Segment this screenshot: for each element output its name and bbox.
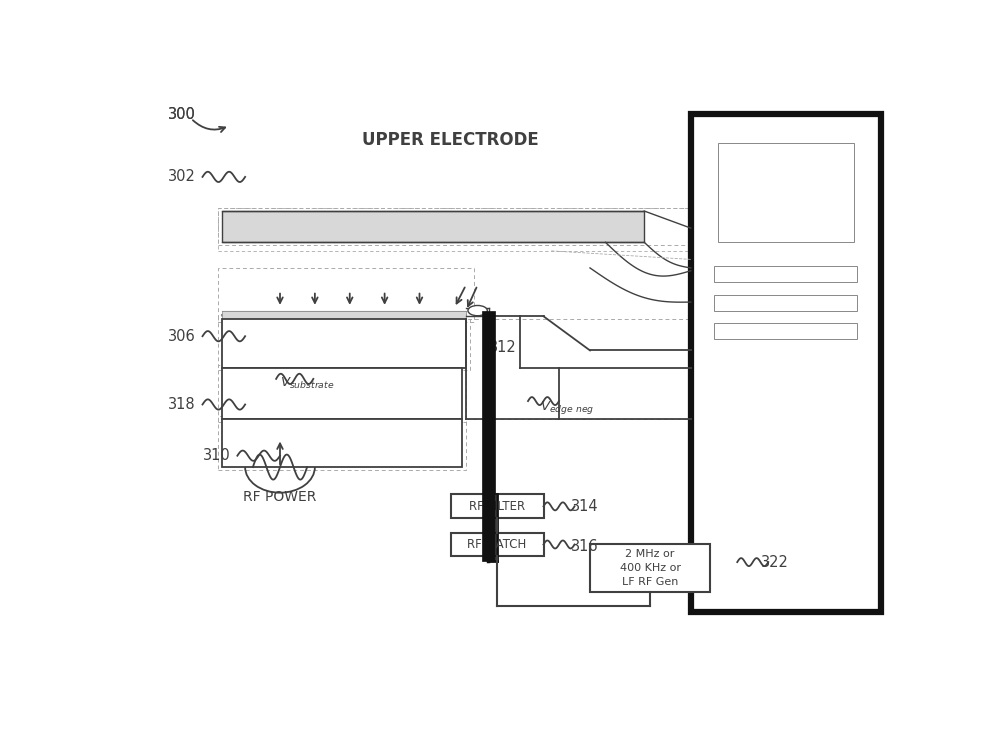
Text: 314: 314: [571, 500, 598, 514]
Bar: [590, 544, 710, 592]
Text: 300: 300: [168, 107, 196, 122]
Text: 2 MHz or
400 KHz or
LF RF Gen: 2 MHz or 400 KHz or LF RF Gen: [620, 549, 681, 587]
Text: RF FILTER: RF FILTER: [469, 500, 525, 513]
Bar: [450, 494, 544, 518]
Bar: [710, 263, 861, 285]
Bar: [218, 364, 466, 421]
Text: RF MATCH: RF MATCH: [467, 538, 527, 551]
Bar: [710, 292, 861, 313]
Bar: [218, 208, 691, 251]
Bar: [714, 266, 857, 282]
Text: 302: 302: [168, 169, 196, 184]
Bar: [714, 295, 857, 310]
Text: 310: 310: [202, 449, 230, 463]
Bar: [218, 208, 691, 245]
Text: 322: 322: [761, 554, 788, 570]
Text: 316: 316: [571, 539, 598, 554]
Text: 312: 312: [489, 340, 517, 355]
Bar: [218, 316, 470, 370]
Bar: [710, 137, 861, 248]
Bar: [482, 310, 495, 561]
Text: $V_{substrate}$: $V_{substrate}$: [280, 376, 334, 391]
Ellipse shape: [468, 305, 487, 316]
Bar: [466, 319, 691, 419]
Bar: [450, 533, 544, 556]
Bar: [714, 323, 857, 339]
Bar: [222, 211, 644, 242]
Text: RF POWER: RF POWER: [243, 490, 317, 504]
Bar: [222, 319, 466, 367]
Text: 306: 306: [168, 329, 195, 344]
Bar: [222, 310, 466, 319]
Bar: [222, 419, 462, 467]
Text: 300: 300: [168, 107, 196, 122]
Bar: [218, 268, 474, 322]
Bar: [718, 143, 854, 242]
Text: 318: 318: [168, 397, 195, 412]
Text: UPPER ELECTRODE: UPPER ELECTRODE: [362, 131, 539, 149]
Text: $V_{edge\ neg}$: $V_{edge\ neg}$: [540, 399, 594, 416]
Bar: [218, 416, 466, 470]
Bar: [710, 320, 861, 342]
Bar: [691, 115, 881, 612]
Bar: [222, 367, 462, 419]
